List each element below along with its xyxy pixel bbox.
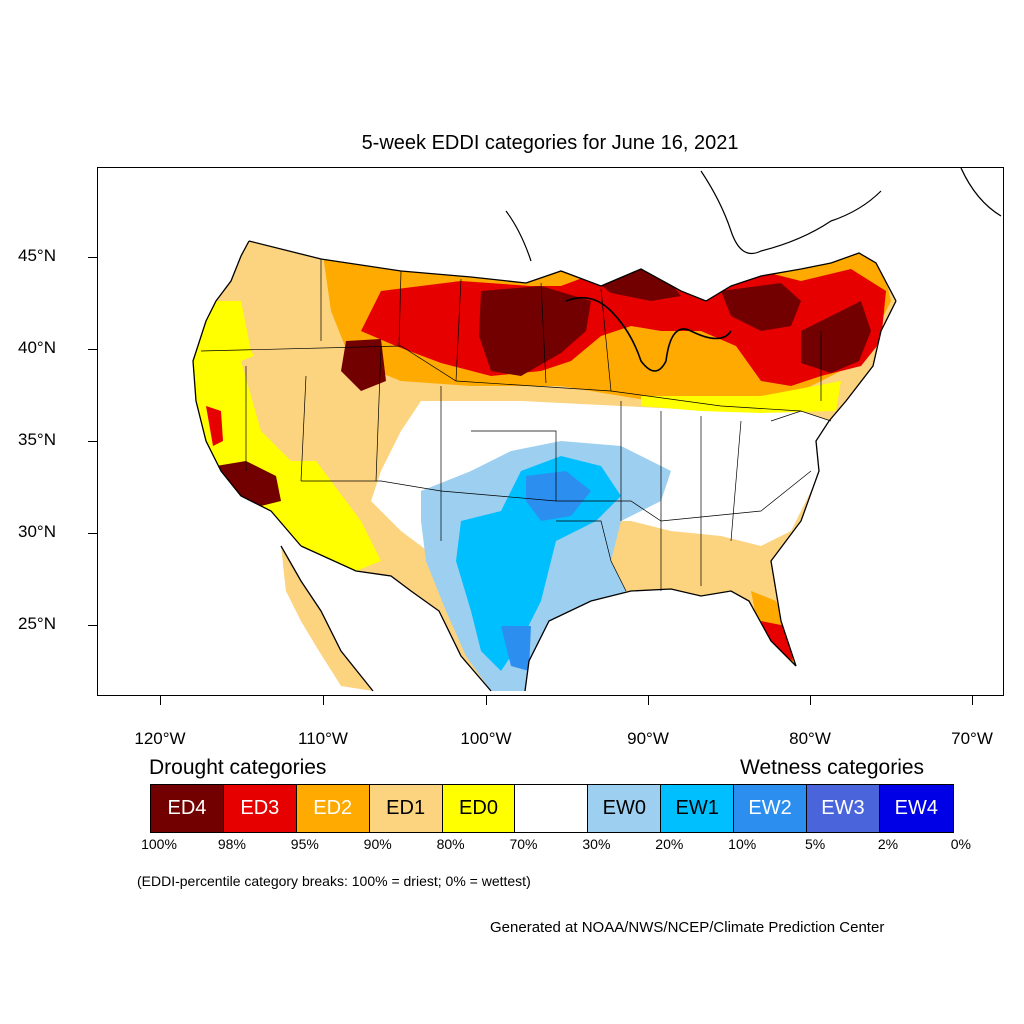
lat-tick <box>88 533 97 534</box>
percentile-break-label: 100% <box>141 836 177 852</box>
state-lines <box>200 259 832 592</box>
lat-label: 35°N <box>18 430 56 449</box>
lat-label: 40°N <box>18 338 56 357</box>
credit-line: Generated at NOAA/NWS/NCEP/Climate Predi… <box>490 919 885 936</box>
percentile-break-label: 98% <box>217 836 246 852</box>
lat-label: 30°N <box>18 522 56 541</box>
legend-swatch: ED3 <box>223 785 297 832</box>
lon-label: 120°W <box>134 729 186 748</box>
legend-swatch: EW4 <box>879 785 953 832</box>
lon-tick <box>810 696 811 705</box>
legend-swatch: ED4 <box>151 785 224 832</box>
percentile-break-label: 2% <box>877 836 899 852</box>
percentile-break-label: 0% <box>950 836 972 852</box>
percentile-break-label: 90% <box>363 836 392 852</box>
lon-label: 100°W <box>460 729 512 748</box>
legend-swatch: ED0 <box>442 785 516 832</box>
legend-swatch: EW1 <box>661 785 735 832</box>
lon-tick <box>486 696 487 705</box>
lat-tick <box>88 441 97 442</box>
lat-label: 25°N <box>18 614 56 633</box>
percentile-break-label: 70% <box>509 836 538 852</box>
legend-swatch: EW3 <box>807 785 880 832</box>
lon-label: 90°W <box>627 729 669 748</box>
coastlines-and-borders <box>192 168 1002 692</box>
lon-label: 80°W <box>789 729 831 748</box>
drought-categories-title: Drought categories <box>149 756 327 779</box>
eddi-map <box>97 167 1004 696</box>
map-title: 5-week EDDI categories for June 16, 2021 <box>361 132 739 154</box>
percentile-break-label: 30% <box>582 836 611 852</box>
lat-tick <box>88 257 97 258</box>
percentile-break-label: 10% <box>728 836 757 852</box>
category-legend: ED4 ED3 ED2 ED1 ED0 EW0 EW1 EW2 EW3 EW4 <box>150 784 954 833</box>
lon-label: 70°W <box>951 729 993 748</box>
legend-swatch: EW2 <box>734 785 808 832</box>
eddi-category-fill <box>193 241 896 691</box>
wetness-categories-title: Wetness categories <box>740 756 925 779</box>
percentile-break-label: 5% <box>804 836 826 852</box>
lat-tick <box>88 625 97 626</box>
lat-tick <box>88 349 97 350</box>
lon-tick <box>323 696 324 705</box>
legend-swatch: ED1 <box>369 785 443 832</box>
legend-swatch: EW0 <box>588 785 662 832</box>
percentile-break-label: 95% <box>290 836 319 852</box>
percentile-break-label: 80% <box>436 836 465 852</box>
lon-tick <box>648 696 649 705</box>
lon-label: 110°W <box>298 729 348 748</box>
lon-tick <box>972 696 973 705</box>
legend-swatch: ED2 <box>296 785 370 832</box>
percentile-break-label: 20% <box>655 836 684 852</box>
lon-tick <box>160 696 161 705</box>
category-breaks-note: (EDDI-percentile category breaks: 100% =… <box>137 873 531 889</box>
lat-label: 45°N <box>18 246 56 265</box>
legend-swatch <box>515 785 589 832</box>
